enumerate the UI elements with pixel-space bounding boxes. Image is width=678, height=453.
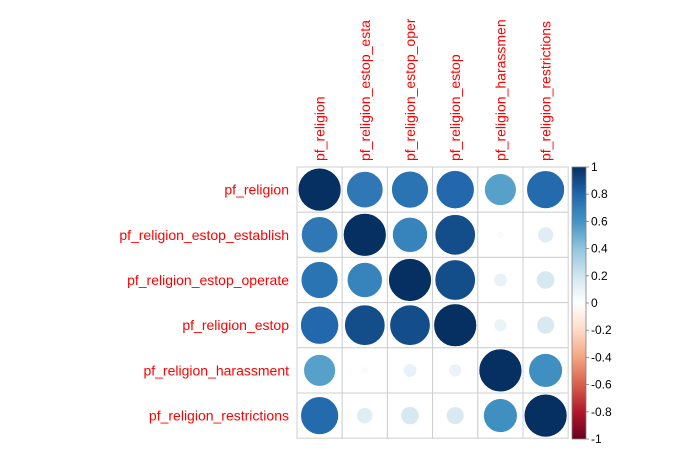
colorbar-tick-label: -0.6 <box>591 378 612 392</box>
colorbar-tick-label: 1 <box>591 160 598 174</box>
correlation-circle <box>536 316 555 335</box>
correlation-circle <box>526 170 565 209</box>
correlation-circle <box>483 398 518 433</box>
colorbar-gradient <box>571 166 587 440</box>
correlation-circle <box>496 230 505 239</box>
correlation-circle <box>360 366 369 375</box>
correlation-circle <box>388 258 432 302</box>
colorbar-tick-label: -0.4 <box>591 350 612 364</box>
correlation-circle <box>356 407 374 424</box>
colorbar-tick-label: 0.6 <box>591 214 608 228</box>
column-label: pf_religion <box>312 96 328 161</box>
correlation-circle <box>300 261 339 299</box>
correlation-circle <box>537 226 554 244</box>
column-label: pf_religion_estop_oper <box>402 18 418 161</box>
correlation-circle <box>300 305 339 345</box>
colorbar-tick-label: -0.8 <box>591 405 612 419</box>
row-label: pf_religion_restrictions <box>149 408 289 424</box>
row-label: pf_religion_estop_operate <box>127 272 289 288</box>
correlation-circle <box>434 214 476 256</box>
colorbar-tick-label: 0.4 <box>591 242 608 256</box>
correlation-circle <box>392 216 428 253</box>
correlation-circle <box>536 270 555 290</box>
correlation-circle <box>478 348 523 393</box>
correlation-circle <box>346 262 383 298</box>
column-label: pf_religion_harassmen <box>492 19 508 161</box>
correlation-circle <box>297 167 342 212</box>
correlation-circle <box>344 304 386 346</box>
correlation-circle <box>301 216 339 254</box>
colorbar-tick-label: 0.8 <box>591 187 608 201</box>
correlation-circle <box>446 406 465 425</box>
colorbar-legend: 1 0.8 0.6 0.4 0.2 0 -0.2 -0.4 -0.6 -0.8 -1 <box>571 160 612 446</box>
correlation-circle <box>493 318 508 332</box>
correlation-circle <box>484 173 517 206</box>
colorbar-tick-label: -1 <box>591 432 602 446</box>
correlation-circle <box>303 354 336 387</box>
column-label: pf_religion_restrictions <box>538 21 554 161</box>
colorbar-tick-label: 0.2 <box>591 269 608 283</box>
correlation-circle <box>343 213 387 257</box>
correlation-circle <box>400 406 420 425</box>
row-label: pf_religion_harassment <box>143 362 289 378</box>
row-label: pf_religion_estop_establish <box>119 227 289 243</box>
correlation-grid <box>296 166 569 439</box>
column-labels: pf_religion pf_religion_estop_esta pf_reli… <box>312 18 554 161</box>
correlation-circle <box>300 396 339 435</box>
colorbar-tick-label: 0 <box>591 296 598 310</box>
correlation-circle <box>346 171 384 209</box>
correlation-circle <box>435 170 475 209</box>
correlation-circle <box>493 272 508 288</box>
column-label: pf_religion_estop <box>447 54 463 161</box>
correlation-circle <box>434 259 476 301</box>
correlation-circle <box>433 303 477 347</box>
row-label: pf_religion_estop <box>182 317 289 333</box>
row-label: pf_religion <box>224 182 289 198</box>
colorbar-tick-label: -0.2 <box>591 323 612 337</box>
correlation-circle <box>448 363 462 378</box>
correlation-circle <box>528 353 563 388</box>
correlation-circle <box>391 170 429 209</box>
correlation-circle <box>389 304 431 346</box>
correlation-circle <box>402 363 418 378</box>
column-label: pf_religion_estop_esta <box>357 20 373 161</box>
row-labels: pf_religion pf_religion_estop_establishpf… <box>119 182 289 424</box>
correlation-circle <box>523 393 568 438</box>
